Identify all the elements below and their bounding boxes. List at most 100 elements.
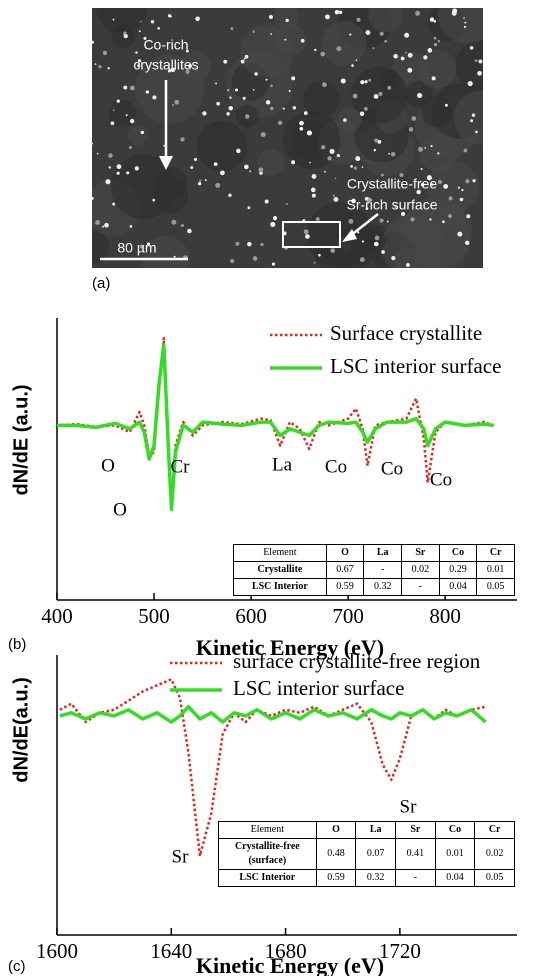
- image-label: Co-rich: [143, 37, 188, 53]
- crystallite: [431, 76, 436, 81]
- crystallite: [315, 217, 320, 222]
- crystallite: [314, 48, 317, 52]
- crystallite: [116, 99, 120, 103]
- crystallite: [260, 242, 264, 247]
- crystallite: [305, 234, 310, 239]
- composition-table: Element O La Sr Co Cr Crystallite 0.67-0.02 0.29…: [233, 544, 515, 596]
- crystallite: [96, 152, 99, 155]
- crystallite: [332, 194, 335, 197]
- crystallite: [92, 196, 94, 200]
- crystallite: [324, 170, 326, 173]
- crystallite: [394, 205, 398, 209]
- crystallite: [465, 179, 470, 184]
- texture-patch: [274, 8, 300, 30]
- crystallite: [299, 120, 304, 126]
- crystallite: [469, 46, 474, 50]
- table-row: Crystallite 0.67-0.02 0.29 0.01: [233, 561, 515, 579]
- table-cell: 0.32: [363, 578, 403, 596]
- crystallite: [215, 82, 218, 85]
- crystallite: [116, 171, 120, 175]
- crystallite: [463, 148, 468, 153]
- crystallite: [429, 218, 432, 221]
- crystallite: [309, 161, 311, 164]
- crystallite: [350, 165, 353, 168]
- texture-patch: [437, 8, 483, 44]
- crystallite: [352, 93, 358, 99]
- crystallite: [95, 220, 101, 225]
- crystallite: [265, 78, 268, 81]
- peak-label: Co: [381, 458, 403, 479]
- legend-label: surface crystallite-free region: [233, 649, 481, 673]
- crystallite: [102, 225, 105, 228]
- crystallite: [478, 59, 483, 64]
- x-tick-label: 600: [235, 604, 267, 628]
- crystallite: [448, 196, 453, 201]
- series-line: [59, 678, 486, 858]
- image-label: Crystallite-free: [347, 176, 437, 192]
- crystallite: [340, 78, 346, 84]
- crystallite: [351, 64, 354, 67]
- crystallite: [407, 52, 413, 58]
- peak-label: Cr: [171, 456, 191, 477]
- arrowhead: [342, 229, 357, 242]
- crystallite: [437, 39, 441, 43]
- peak-label: Sr: [400, 796, 418, 817]
- crystallite: [112, 18, 115, 21]
- crystallite: [325, 14, 330, 20]
- table-cell: 0.04: [434, 869, 476, 887]
- crystallite: [226, 112, 230, 116]
- crystallite: [448, 214, 452, 218]
- crystallite: [321, 145, 326, 150]
- crystallite: [288, 89, 291, 92]
- crystallite: [139, 244, 144, 249]
- crystallite: [110, 121, 115, 125]
- crystallite: [268, 14, 273, 19]
- texture-patch: [282, 110, 341, 169]
- crystallite: [433, 36, 437, 40]
- crystallite: [92, 142, 93, 145]
- crystallite: [451, 10, 457, 16]
- crystallite: [390, 151, 396, 157]
- crystallite: [202, 111, 207, 116]
- crystallite: [169, 15, 173, 18]
- table-cell: 0.41: [394, 838, 436, 870]
- crystallite: [353, 166, 357, 170]
- table-row: LSC Interior 0.59 0.32-0.04 0.05: [218, 869, 515, 887]
- crystallite: [229, 96, 232, 99]
- crystallite: [336, 46, 342, 52]
- crystallite: [123, 31, 127, 35]
- x-tick-label: 1680: [265, 939, 307, 963]
- crystallite: [185, 69, 190, 74]
- arrowhead: [159, 156, 173, 170]
- table-cell: 0.05: [474, 869, 515, 887]
- crystallite: [374, 235, 380, 241]
- crystallite: [134, 166, 139, 171]
- crystallite: [427, 48, 433, 53]
- crystallite: [310, 187, 316, 193]
- crystallite: [306, 130, 313, 136]
- crystallite: [330, 248, 336, 253]
- crystallite: [416, 189, 421, 195]
- table-cell: 0.67: [325, 561, 365, 579]
- crystallite: [391, 256, 396, 261]
- crystallite: [223, 59, 228, 64]
- image-label: Sr-rich surface: [346, 197, 437, 213]
- crystallite: [150, 20, 155, 24]
- crystallite: [459, 197, 464, 202]
- table-cell: 0.02: [474, 838, 515, 870]
- table-row: Crystallite-free (surface) 0.48 0.07 0.41 0.…: [218, 838, 515, 870]
- crystallite: [313, 261, 316, 264]
- crystallite: [467, 80, 473, 87]
- crystallite: [426, 175, 432, 181]
- crystallite: [477, 70, 482, 76]
- table-cell: 0.02: [401, 561, 440, 579]
- crystallite: [361, 166, 364, 168]
- scale-bar-label: 80 µm: [117, 240, 156, 256]
- texture-patch: [196, 120, 248, 172]
- crystallite: [216, 101, 220, 106]
- crystallite: [199, 179, 202, 182]
- crystallite: [361, 240, 365, 243]
- crystallite: [338, 10, 343, 15]
- crystallite: [419, 180, 422, 183]
- table-cell: Cr: [476, 544, 515, 562]
